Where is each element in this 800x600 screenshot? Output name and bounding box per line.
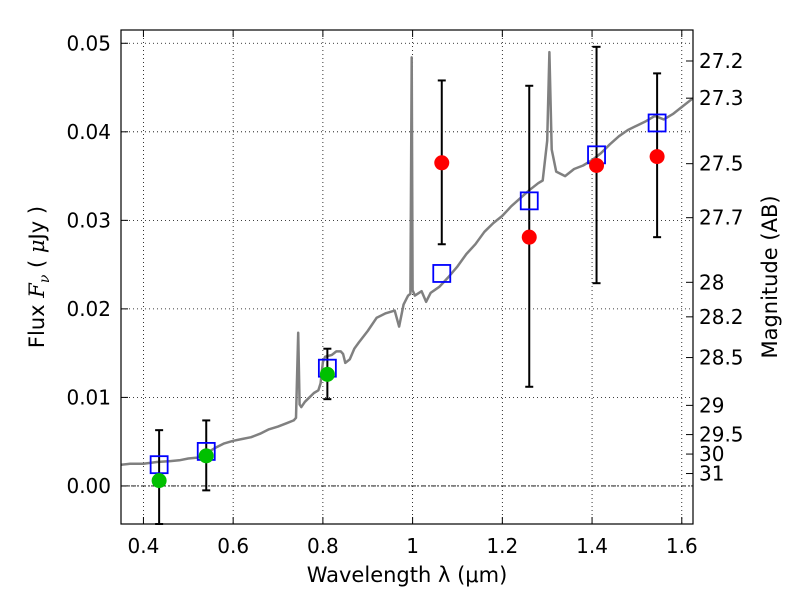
upper-limit-point	[434, 155, 450, 171]
x-tick-label: 1.4	[576, 534, 608, 558]
y-label-subscript: ν	[37, 274, 53, 283]
plot-frame	[120, 29, 694, 525]
detection-point	[151, 473, 167, 489]
y-label-symbol: F	[25, 282, 49, 299]
model-band-square	[432, 264, 452, 283]
plot-background	[121, 30, 693, 524]
y-label-part-2: (	[25, 253, 49, 275]
x-tick-label: 1.2	[486, 534, 518, 558]
y2-tick-label: 27.3	[699, 86, 744, 110]
y-tick-label: 0.02	[66, 297, 111, 321]
y2-axis-label: Magnitude (AB)	[758, 195, 782, 358]
y-label-mu: μ	[25, 239, 49, 253]
marker-layer	[149, 113, 667, 489]
model-band-square	[519, 191, 539, 211]
y-tick-label: 0.03	[66, 208, 111, 232]
detection-point	[198, 448, 214, 464]
y-tick-label: 0.05	[66, 31, 111, 55]
x-tick-label: 0.6	[217, 534, 249, 558]
data-layer	[121, 50, 693, 466]
sed-spectrum-line	[121, 50, 693, 466]
y2-tick-label: 27.5	[699, 152, 744, 176]
x-tick-label: 1	[406, 534, 419, 558]
y-label-unit: Jy )	[25, 206, 49, 242]
x-tick-label: 0.4	[128, 534, 160, 558]
y2-tick-label: 29	[699, 393, 724, 417]
y2-tick-label: 28	[699, 270, 724, 294]
y2-tick-label: 28.5	[699, 346, 744, 370]
y2-tick-label: 31	[699, 462, 724, 486]
upper-limit-point	[521, 229, 537, 245]
y2-tick-label: 30	[699, 442, 724, 466]
y2-tick-label: 27.2	[699, 49, 744, 73]
tick-layer: 0.4 0.6 0.8 1 1.2 1.4 1.6 0.00 0.01 0.02 0.03 0.04 0…	[66, 30, 744, 558]
y2-tick-label: 27.7	[699, 206, 744, 230]
y-tick-label: 0.04	[66, 120, 111, 144]
x-axis-label: Wavelength λ (μm)	[307, 563, 508, 587]
grid	[121, 30, 693, 524]
y2-tick-label: 29.5	[699, 423, 744, 447]
y-label-part-1: Flux	[25, 298, 49, 348]
y-tick-label: 0.00	[66, 474, 111, 498]
y-tick-label: 0.01	[66, 385, 111, 409]
detection-point	[319, 366, 335, 382]
y2-tick-label: 28.2	[699, 305, 744, 329]
upper-limit-point	[589, 157, 605, 173]
x-tick-label: 1.6	[666, 534, 698, 558]
model-band-square	[647, 113, 667, 133]
y-axis-label: Flux Fν ( μJy )	[25, 206, 53, 348]
x-tick-label: 0.8	[307, 534, 339, 558]
upper-limit-point	[649, 149, 665, 165]
